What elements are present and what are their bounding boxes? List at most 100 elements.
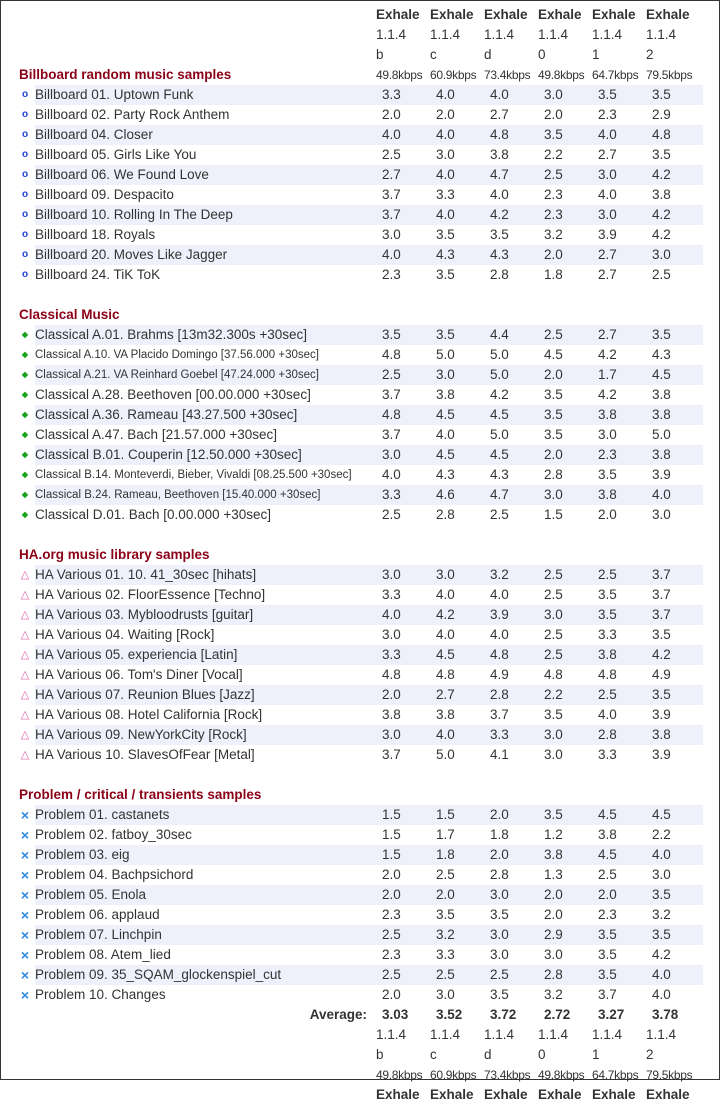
row-label: HA Various 01. 10. 41_30sec [hihats] [35, 567, 257, 582]
score-cell: 2.5 [598, 867, 617, 882]
score-cell: 4.0 [652, 967, 671, 982]
score-cell: 3.5 [544, 387, 563, 402]
diamond-icon: ◆ [21, 410, 29, 419]
score-cell: 5.0 [652, 427, 671, 442]
score-cell: 1.3 [544, 867, 563, 882]
score-cell: 3.0 [436, 147, 455, 162]
row-background [35, 405, 703, 425]
score-cell: 2.8 [598, 727, 617, 742]
score-cell: 2.3 [544, 207, 563, 222]
score-cell: 3.0 [544, 947, 563, 962]
column-preset: 2 [646, 1047, 654, 1062]
column-preset: 0 [538, 47, 546, 62]
score-cell: 4.8 [490, 647, 509, 662]
column-codec: Exhale [646, 1087, 690, 1102]
row-label: Problem 10. Changes [35, 987, 166, 1002]
score-cell: 2.3 [598, 907, 617, 922]
score-cell: 3.0 [598, 427, 617, 442]
triangle-icon: △ [20, 669, 30, 681]
score-cell: 1.5 [382, 807, 401, 822]
score-cell: 4.9 [652, 667, 671, 682]
score-cell: 3.8 [436, 707, 455, 722]
score-cell: 3.5 [598, 967, 617, 982]
score-cell: 3.8 [652, 387, 671, 402]
row-label: HA Various 02. FloorEssence [Techno] [35, 587, 266, 602]
score-cell: 2.0 [436, 887, 455, 902]
score-cell: 2.0 [382, 867, 401, 882]
score-cell: 2.3 [382, 907, 401, 922]
score-cell: 2.7 [436, 687, 455, 702]
circle-icon: o [21, 269, 29, 280]
score-cell: 4.8 [382, 347, 401, 362]
triangle-icon: △ [20, 729, 30, 741]
score-cell: 2.5 [598, 567, 617, 582]
column-version: 1.1.4 [376, 27, 407, 42]
score-cell: 3.7 [652, 587, 671, 602]
column-bitrate: 60.9kbps [430, 1068, 477, 1082]
score-cell: 3.5 [490, 907, 509, 922]
score-cell: 2.8 [544, 467, 563, 482]
score-cell: 2.8 [544, 967, 563, 982]
average-value: 3.52 [436, 1007, 463, 1022]
circle-icon: o [21, 149, 29, 160]
score-cell: 4.4 [490, 327, 509, 342]
score-cell: 2.5 [598, 687, 617, 702]
row-background [35, 85, 703, 105]
score-cell: 2.7 [598, 327, 617, 342]
score-cell: 1.5 [382, 847, 401, 862]
score-cell: 3.5 [598, 927, 617, 942]
row-background [35, 445, 703, 465]
score-cell: 4.2 [652, 227, 671, 242]
section-title: Problem / critical / transients samples [19, 787, 262, 802]
column-codec: Exhale [592, 7, 636, 22]
score-cell: 5.0 [436, 747, 455, 762]
score-cell: 2.5 [490, 507, 509, 522]
row-label: Classical B.24. Rameau, Beethoven [15.40… [35, 489, 321, 501]
score-cell: 3.5 [598, 87, 617, 102]
diamond-icon: ◆ [21, 470, 29, 479]
triangle-icon: △ [20, 589, 30, 601]
score-cell: 3.0 [652, 247, 671, 262]
column-codec: Exhale [484, 7, 528, 22]
diamond-icon: ◆ [21, 490, 29, 499]
score-cell: 2.7 [382, 167, 401, 182]
score-cell: 3.0 [436, 367, 455, 382]
column-version: 1.1.4 [538, 27, 569, 42]
score-cell: 4.8 [382, 667, 401, 682]
score-cell: 3.3 [598, 747, 617, 762]
row-background [35, 325, 703, 345]
score-cell: 3.8 [598, 487, 617, 502]
column-preset: 0 [538, 1047, 546, 1062]
average-label: Average: [309, 1007, 367, 1022]
score-cell: 4.2 [598, 387, 617, 402]
score-cell: 4.0 [382, 127, 401, 142]
score-cell: 4.3 [436, 247, 455, 262]
score-cell: 5.0 [490, 427, 509, 442]
score-cell: 3.8 [652, 727, 671, 742]
column-preset: b [376, 1047, 384, 1062]
triangle-icon: △ [20, 749, 30, 761]
score-cell: 3.0 [436, 987, 455, 1002]
row-label: HA Various 08. Hotel California [Rock] [35, 707, 263, 722]
score-cell: 4.5 [598, 847, 617, 862]
score-cell: 3.0 [490, 927, 509, 942]
score-cell: 3.8 [598, 407, 617, 422]
row-label: Problem 01. castanets [35, 807, 170, 822]
cross-icon: × [20, 927, 30, 943]
column-bitrate: 49.8kbps [376, 68, 423, 82]
average-value: 2.72 [544, 1007, 571, 1022]
score-cell: 3.8 [544, 847, 563, 862]
score-cell: 2.2 [544, 147, 563, 162]
score-cell: 3.2 [490, 567, 509, 582]
score-cell: 3.0 [652, 867, 671, 882]
row-background [35, 645, 703, 665]
column-version: 1.1.4 [646, 27, 677, 42]
score-cell: 4.2 [652, 947, 671, 962]
row-label: Billboard 18. Royals [35, 227, 156, 242]
score-cell: 4.2 [436, 607, 455, 622]
score-cell: 3.0 [382, 727, 401, 742]
score-cell: 2.5 [382, 967, 401, 982]
row-background [35, 125, 703, 145]
column-preset: c [430, 1047, 437, 1062]
score-cell: 3.0 [598, 167, 617, 182]
